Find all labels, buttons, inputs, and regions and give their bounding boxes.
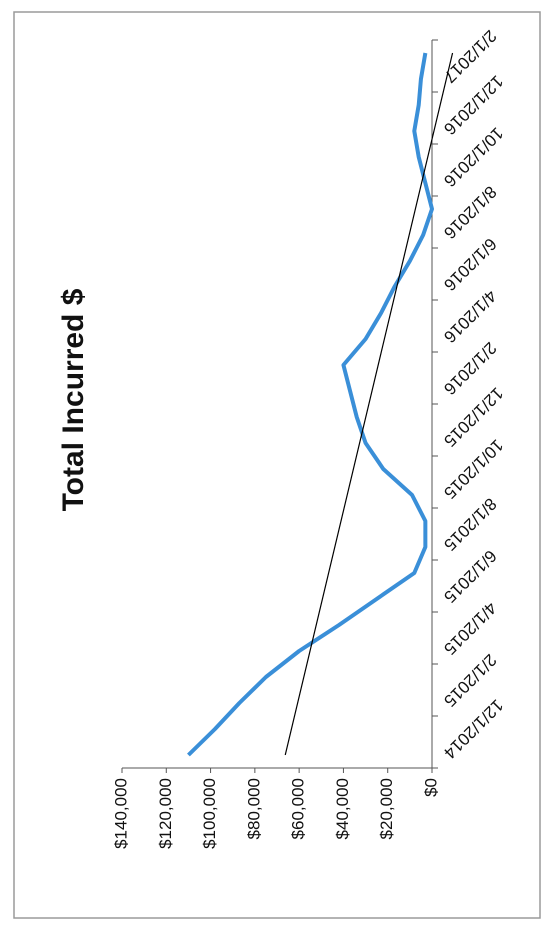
x-tick-label: 4/1/2016 <box>440 286 500 346</box>
y-tick-label: $60,000 <box>289 778 308 839</box>
trend-line <box>284 52 454 756</box>
y-tick-label: $0 <box>421 778 440 797</box>
x-tick-label: 4/1/2015 <box>440 598 500 658</box>
y-tick-label: $40,000 <box>333 778 352 839</box>
y-tick-label: $100,000 <box>200 778 219 849</box>
y-tick-label: $140,000 <box>111 778 130 849</box>
x-tick-label: 6/1/2016 <box>440 234 500 294</box>
x-tick-label: 8/1/2015 <box>440 494 500 554</box>
x-tick-label: 8/1/2016 <box>440 182 500 242</box>
y-tick-label: $20,000 <box>377 778 396 839</box>
data-line <box>187 52 434 757</box>
y-tick-label: $80,000 <box>244 778 263 839</box>
x-tick-label: 6/1/2015 <box>440 546 500 606</box>
frame <box>13 11 541 919</box>
y-tick-label: $120,000 <box>156 778 175 849</box>
chart-title: Total Incurred $ <box>57 288 90 511</box>
chart: Total Incurred $ $0 $20,000 $40,000 $60,000… <box>57 26 507 849</box>
